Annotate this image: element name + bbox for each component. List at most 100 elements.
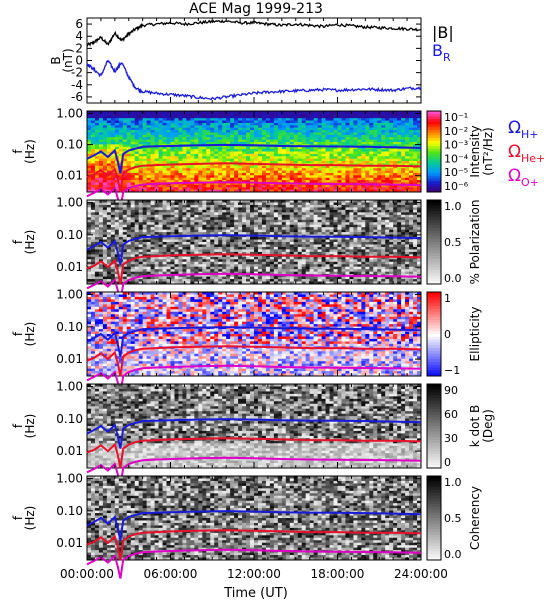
spectrogram-cell [146, 237, 152, 240]
spectrogram-cell [293, 279, 299, 282]
spectrogram-cell [198, 259, 203, 263]
spectrogram-cell [226, 224, 231, 228]
spectrogram-cell [234, 175, 239, 179]
spectrogram-cell [309, 242, 315, 245]
spectrogram-cell [138, 229, 144, 233]
spectrogram-cell [246, 165, 251, 169]
spectrogram-cell [313, 172, 319, 176]
spectrogram-cell [230, 158, 235, 162]
spectrogram-cell [281, 168, 287, 171]
spectrogram-cell [389, 134, 394, 138]
spectrogram-cell [305, 130, 311, 133]
spectrogram-cell [265, 165, 271, 169]
spectrogram-cell [325, 161, 330, 164]
spectrogram-cell [218, 239, 223, 243]
spectrogram-cell [222, 232, 227, 235]
spectrogram-cell [321, 170, 326, 174]
spectrogram-cell [409, 144, 414, 148]
spectrogram-cell [321, 204, 326, 208]
spectrogram-cell [114, 120, 120, 124]
spectrogram-cell [369, 137, 374, 140]
spectrogram-cell [397, 134, 402, 138]
spectrogram-cell [401, 120, 406, 124]
spectrogram-cell [309, 158, 315, 162]
spectrogram-cell [94, 130, 100, 133]
spectrogram-cell [194, 227, 199, 231]
spectrogram-cell [158, 120, 163, 124]
spectrogram-cell [269, 139, 275, 143]
spectrogram-cell [190, 175, 195, 179]
spectrogram-cell [198, 132, 203, 136]
spectrogram-cell [409, 132, 414, 136]
spectrogram-cell [417, 175, 422, 179]
spectrogram-cell [305, 281, 311, 285]
spectrogram-cell [393, 130, 398, 133]
spectrogram-cell [257, 237, 263, 240]
spectrogram-cell [297, 239, 303, 243]
spectrogram-cell [301, 271, 307, 275]
spectrogram-cell [365, 127, 370, 131]
spectrogram-cell [106, 204, 112, 208]
spectrogram-cell [130, 111, 136, 114]
spectrogram-cell [194, 237, 199, 240]
spectrogram-cell [230, 222, 235, 226]
spectrogram-cell [357, 115, 362, 119]
spectrogram-cell [293, 251, 299, 255]
spectrogram-cell [345, 113, 350, 117]
spectrogram-cell [257, 175, 263, 179]
spectrogram-cell [178, 214, 183, 218]
spectrogram-cell [281, 222, 287, 226]
spectrogram-cell [98, 122, 104, 126]
spectrogram-cell [301, 200, 307, 203]
spectrogram-cell [190, 172, 195, 176]
spectrogram-cell [254, 249, 259, 253]
spectrogram-cell [234, 170, 239, 174]
spectrogram-cell [261, 189, 267, 193]
spectrogram-cell [130, 141, 136, 145]
spectrogram-cell [194, 274, 199, 277]
spectrogram-cell [87, 153, 92, 157]
spectrogram-cell [166, 156, 171, 160]
spectrogram-cell [206, 222, 211, 226]
spectrogram-cell [409, 141, 414, 145]
spectrogram-cell [242, 184, 247, 188]
spectrogram-cell [186, 149, 191, 152]
spectrogram-cell [142, 134, 148, 138]
spectrogram-cell [246, 111, 251, 114]
spectrogram-cell [254, 239, 259, 243]
spectrogram-cell [194, 251, 199, 255]
spectrogram-cell [265, 229, 271, 233]
spectrogram-cell [87, 120, 92, 124]
spectrogram-cell [273, 204, 279, 208]
spectrogram-cell [122, 269, 128, 273]
spectrogram-cell [134, 239, 140, 243]
spectrogram-cell [333, 125, 338, 129]
spectrogram-cell [337, 120, 342, 124]
spectrogram-cell [166, 127, 171, 131]
spectrogram-cell [226, 170, 231, 174]
spectrogram-cell [357, 172, 362, 176]
spectrogram-cell [182, 256, 187, 260]
spectrogram-cell [94, 141, 100, 145]
spectrogram-cell [321, 132, 326, 136]
spectrogram-cell [170, 276, 175, 280]
spectrogram-cell [273, 122, 279, 126]
spectrogram-cell [289, 168, 295, 171]
spectrogram-cell [130, 139, 136, 143]
spectrogram-cell [214, 172, 219, 176]
spectrogram-cell [102, 229, 108, 233]
spectrogram-cell [202, 261, 207, 265]
spectrogram-cell [385, 141, 390, 145]
spectrogram-cell [277, 246, 283, 250]
spectrogram-cell [158, 242, 163, 245]
spectrogram-cell [130, 212, 136, 216]
spectrogram-cell [277, 177, 283, 181]
spectrogram-cell [222, 130, 227, 133]
spectrogram-cell [226, 256, 231, 260]
spectrogram-cell [190, 209, 195, 213]
y-axis-title: B(nT) [49, 48, 75, 72]
spectrogram-cell [369, 118, 374, 121]
spectrogram-cell [166, 113, 171, 117]
spectrogram-cell [381, 175, 386, 179]
spectrogram-cell [305, 151, 311, 155]
